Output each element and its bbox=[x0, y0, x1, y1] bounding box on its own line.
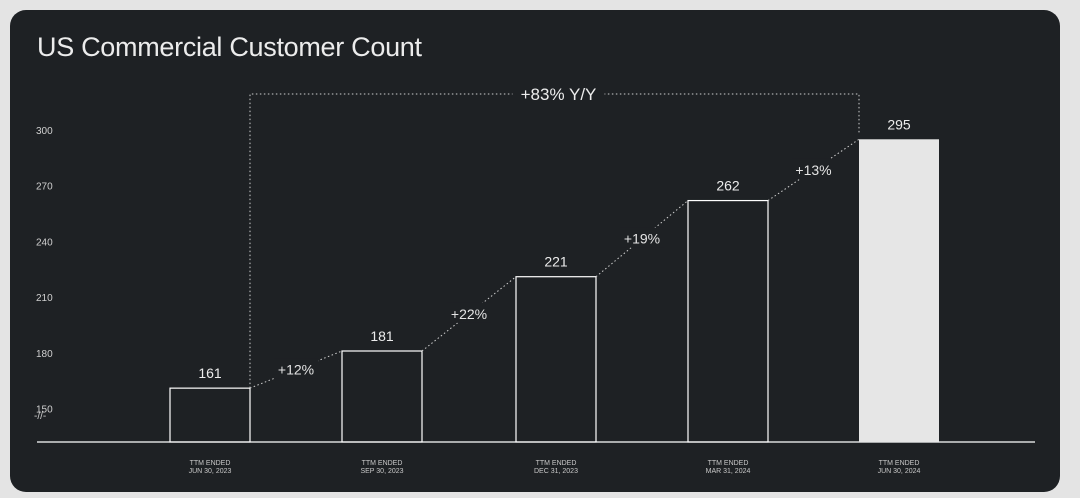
growth-percent-label: +13% bbox=[795, 162, 831, 178]
bar bbox=[169, 387, 251, 443]
y-tick-label: 150 bbox=[36, 405, 53, 416]
x-category-label: SEP 30, 2023 bbox=[360, 468, 403, 475]
bar-value-label: 161 bbox=[198, 365, 222, 381]
x-category-label: TTM ENDED bbox=[879, 460, 920, 467]
x-category-label: DEC 31, 2023 bbox=[534, 468, 578, 475]
x-category-label: JUN 30, 2023 bbox=[189, 468, 232, 475]
x-category-label: TTM ENDED bbox=[708, 460, 749, 467]
y-tick-label: 270 bbox=[36, 182, 53, 193]
growth-percent-label: +22% bbox=[451, 306, 487, 322]
chart-title: US Commercial Customer Count bbox=[37, 32, 422, 62]
x-category-label: JUN 30, 2024 bbox=[878, 468, 921, 475]
growth-connector-line bbox=[249, 350, 343, 389]
x-category-label: TTM ENDED bbox=[190, 460, 231, 467]
bar-value-label: 181 bbox=[370, 328, 394, 344]
bar bbox=[687, 199, 769, 443]
axis-break-label: -//- bbox=[34, 411, 46, 422]
growth-percent-label: +12% bbox=[278, 362, 314, 378]
yoy-growth-label: +83% Y/Y bbox=[521, 85, 597, 104]
x-category-label: TTM ENDED bbox=[536, 460, 577, 467]
bar-value-label: 221 bbox=[544, 254, 568, 270]
bar bbox=[859, 139, 939, 443]
y-tick-label: 240 bbox=[36, 237, 53, 248]
growth-label-background bbox=[447, 302, 491, 323]
yoy-label-background bbox=[512, 82, 605, 106]
bar bbox=[515, 276, 597, 443]
bar bbox=[341, 350, 423, 443]
y-tick-label: 300 bbox=[36, 126, 53, 137]
x-category-label: MAR 31, 2024 bbox=[706, 468, 751, 475]
growth-label-background bbox=[791, 158, 836, 179]
growth-percent-label: +19% bbox=[624, 231, 660, 247]
bar-value-label: 262 bbox=[716, 178, 740, 194]
growth-label-background bbox=[620, 227, 664, 248]
chart-card: US Commercial Customer Count 300 270 240 21… bbox=[10, 10, 1060, 492]
growth-label-background bbox=[274, 358, 318, 379]
y-tick-label: 180 bbox=[36, 349, 53, 360]
x-category-label: TTM ENDED bbox=[362, 460, 403, 467]
y-tick-label: 210 bbox=[36, 293, 53, 304]
bar-value-label: 295 bbox=[887, 116, 911, 132]
